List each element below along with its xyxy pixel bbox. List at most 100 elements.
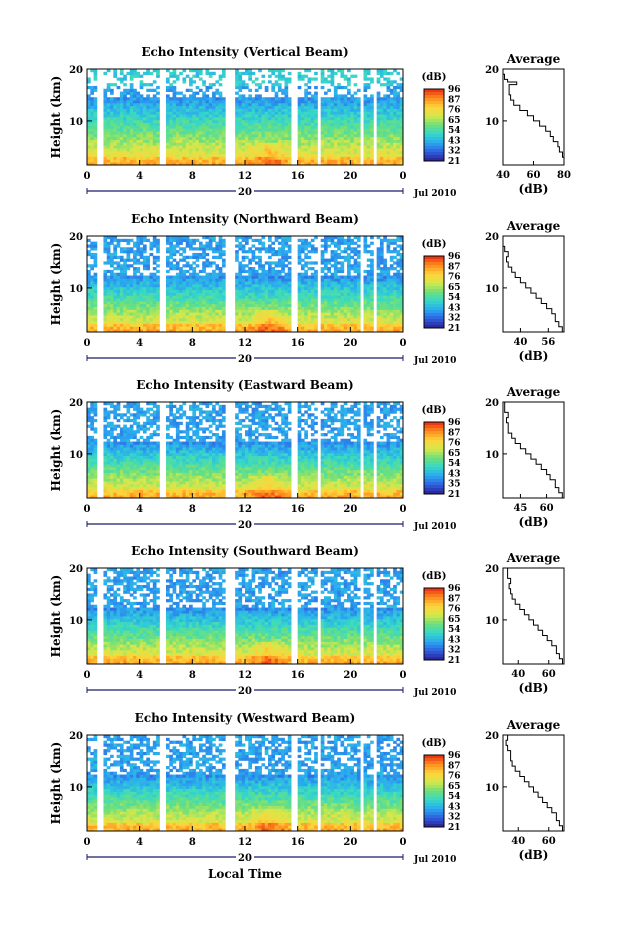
- heatmap-cell: [142, 236, 147, 240]
- heatmap-cell: [284, 111, 289, 115]
- heatmap-cell: [221, 111, 226, 115]
- heatmap-cell: [198, 241, 203, 245]
- heatmap-cell: [110, 298, 114, 302]
- heatmap-cell: [370, 264, 374, 268]
- heatmap-cell: [129, 142, 134, 146]
- colorbar-swatch: [424, 265, 444, 269]
- heatmap-cell: [195, 281, 200, 285]
- heatmap-cell: [347, 153, 351, 157]
- heatmap-cell: [113, 74, 118, 78]
- heatmap-cell: [182, 102, 187, 107]
- heatmap-cell: [212, 284, 216, 288]
- heatmap-cell: [103, 236, 108, 240]
- heatmap-cell: [129, 278, 134, 282]
- heatmap-cell: [182, 298, 187, 302]
- heatmap-cell: [179, 298, 183, 302]
- heatmap-cell: [300, 312, 305, 316]
- colorbar-swatch: [424, 268, 444, 272]
- heatmap-cell: [245, 119, 249, 124]
- heatmap-cell: [110, 323, 114, 327]
- heatmap-cell: [208, 300, 213, 305]
- heatmap-cell: [284, 156, 289, 160]
- heatmap-cell: [182, 133, 187, 138]
- heatmap-cell: [340, 250, 345, 254]
- heatmap-cell: [238, 80, 243, 84]
- heatmap-cell: [327, 156, 331, 160]
- heatmap-cell: [123, 119, 127, 124]
- heatmap-cell: [330, 303, 335, 307]
- heatmap-cell: [254, 312, 259, 316]
- heatmap-cell: [175, 236, 180, 240]
- heatmap-cell: [149, 300, 154, 305]
- heatmap-cell: [235, 281, 239, 285]
- heatmap-cell: [192, 247, 197, 251]
- heatmap-cell: [103, 238, 108, 243]
- heatmap-cell: [218, 272, 223, 276]
- heatmap-cell: [106, 286, 111, 291]
- colorbar-swatch: [424, 277, 444, 281]
- heatmap-cell: [376, 258, 381, 262]
- heatmap-cell: [106, 105, 111, 109]
- heatmap-cell: [235, 238, 239, 243]
- heatmap-cell: [169, 74, 173, 78]
- heatmap-cell: [116, 261, 121, 265]
- heatmap-cell: [320, 111, 325, 115]
- heatmap-cell: [297, 252, 302, 257]
- heatmap-cell: [166, 105, 170, 109]
- heatmap-cell: [116, 329, 121, 333]
- heatmap-cell: [254, 139, 259, 143]
- heatmap-cell: [258, 128, 262, 132]
- heatmap-cell: [396, 244, 401, 248]
- heatmap-cell: [103, 125, 108, 129]
- heatmap-cell: [205, 94, 210, 98]
- heatmap-cell: [310, 250, 315, 254]
- heatmap-cell: [261, 131, 266, 135]
- heatmap-cell: [156, 150, 160, 155]
- heatmap-cell: [271, 281, 276, 285]
- heatmap-cell: [337, 159, 341, 163]
- heatmap-cell: [347, 252, 351, 257]
- heatmap-cell: [330, 114, 335, 118]
- heatmap-cell: [281, 153, 285, 157]
- heatmap-cell: [363, 238, 368, 243]
- heatmap-cell: [166, 133, 170, 138]
- heatmap-cell: [327, 323, 331, 327]
- heatmap-cell: [189, 284, 193, 288]
- heatmap-cell: [129, 315, 134, 319]
- heatmap-cell: [304, 295, 308, 299]
- heatmap-cell: [189, 312, 193, 316]
- heatmap-cell: [238, 309, 243, 313]
- heatmap-cell: [324, 272, 328, 276]
- heatmap-cell: [149, 295, 154, 299]
- heatmap-cell: [340, 269, 345, 274]
- heatmap-cell: [126, 267, 131, 271]
- heatmap-cell: [399, 97, 404, 101]
- heatmap-cell: [142, 114, 147, 118]
- heatmap-cell: [241, 156, 246, 160]
- heatmap-cell: [179, 252, 183, 257]
- heatmap-cell: [261, 122, 266, 126]
- heatmap-cell: [353, 102, 358, 107]
- heatmap-cell: [327, 142, 331, 146]
- heatmap-cell: [179, 247, 183, 251]
- heatmap-cell: [386, 272, 391, 276]
- heatmap-cell: [166, 278, 170, 282]
- heatmap-cell: [347, 238, 351, 243]
- heatmap-cell: [215, 289, 220, 293]
- heatmap-cell: [251, 284, 256, 288]
- heatmap-cell: [129, 329, 134, 333]
- heatmap-cell: [281, 142, 285, 146]
- heatmap-cell: [185, 156, 190, 160]
- heatmap-cell: [383, 238, 387, 243]
- heatmap-cell: [182, 300, 187, 305]
- heatmap-cell: [238, 261, 243, 265]
- heatmap-cell: [215, 105, 220, 109]
- heatmap-cell: [110, 309, 114, 313]
- colorbar-swatch: [424, 119, 444, 123]
- heatmap-cell: [383, 269, 387, 274]
- heatmap-cell: [152, 303, 157, 307]
- heatmap-cell: [218, 323, 223, 327]
- heatmap-cell: [205, 244, 210, 248]
- heatmap-cell: [287, 236, 292, 240]
- heatmap-cell: [271, 159, 276, 163]
